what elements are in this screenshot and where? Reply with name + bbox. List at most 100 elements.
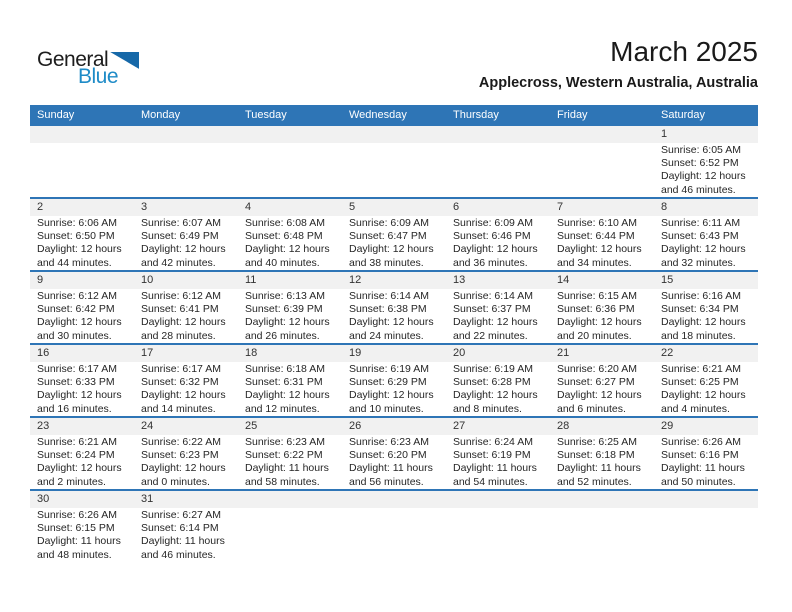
day-cell-10: Sunrise: 6:12 AM Sunset: 6:41 PM Daylight:… xyxy=(134,289,238,343)
day-cell-19: Sunrise: 6:19 AM Sunset: 6:29 PM Daylight:… xyxy=(342,362,446,416)
sunset-text: Sunset: 6:29 PM xyxy=(349,376,427,389)
sunrise-text: Sunrise: 6:22 AM xyxy=(141,436,221,448)
day-number-31: 31 xyxy=(141,493,154,505)
daylight-text-line2: and 2 minutes. xyxy=(37,475,106,488)
daylight-text-line2: and 14 minutes. xyxy=(141,402,216,415)
daylight-text-line1: Daylight: 11 hours xyxy=(661,462,745,475)
sunset-text: Sunset: 6:31 PM xyxy=(245,376,323,389)
day-number-21: 21 xyxy=(557,347,570,359)
sunrise-text: Sunrise: 6:27 AM xyxy=(141,509,221,521)
daylight-text-line2: and 22 minutes. xyxy=(453,329,528,342)
daylight-text-line1: Daylight: 12 hours xyxy=(349,389,434,402)
daylight-text-line1: Daylight: 12 hours xyxy=(661,389,746,402)
sunset-text: Sunset: 6:41 PM xyxy=(141,303,219,316)
day-number-22: 22 xyxy=(661,347,674,359)
day-details-row: Sunrise: 6:17 AM Sunset: 6:33 PM Daylight:… xyxy=(30,362,758,416)
sunset-text: Sunset: 6:50 PM xyxy=(37,230,115,243)
sunset-text: Sunset: 6:14 PM xyxy=(141,522,219,535)
day-number-7: 7 xyxy=(557,201,564,213)
day-number-18: 18 xyxy=(245,347,258,359)
day-number-27: 27 xyxy=(453,420,466,432)
sunrise-text: Sunrise: 6:09 AM xyxy=(453,217,533,229)
daylight-text-line2: and 26 minutes. xyxy=(245,329,320,342)
weekday-header-thursday: Thursday xyxy=(453,109,499,121)
daylight-text-line1: Daylight: 12 hours xyxy=(37,389,122,402)
daylight-text-line2: and 6 minutes. xyxy=(557,402,626,415)
daylight-text-line2: and 46 minutes. xyxy=(141,548,216,561)
day-cell-empty xyxy=(238,508,342,562)
sunrise-text: Sunrise: 6:25 AM xyxy=(557,436,637,448)
day-number-empty xyxy=(446,126,550,143)
day-cell-6: Sunrise: 6:09 AM Sunset: 6:46 PM Daylight:… xyxy=(446,216,550,270)
sunset-text: Sunset: 6:24 PM xyxy=(37,449,115,462)
day-number-12: 12 xyxy=(349,274,362,286)
sunset-text: Sunset: 6:20 PM xyxy=(349,449,427,462)
day-details-row: Sunrise: 6:21 AM Sunset: 6:24 PM Daylight:… xyxy=(30,435,758,489)
day-cell-7: Sunrise: 6:10 AM Sunset: 6:44 PM Daylight:… xyxy=(550,216,654,270)
daylight-text-line2: and 4 minutes. xyxy=(661,402,730,415)
daylight-text-line2: and 36 minutes. xyxy=(453,256,528,269)
day-cell-22: Sunrise: 6:21 AM Sunset: 6:25 PM Daylight:… xyxy=(654,362,758,416)
day-number-15: 15 xyxy=(661,274,674,286)
daylight-text-line1: Daylight: 12 hours xyxy=(557,243,642,256)
week-row-1: 1 Sunrise: 6:05 AM Sunset: 6:52 PM Daylight… xyxy=(30,126,758,199)
sunrise-text: Sunrise: 6:06 AM xyxy=(37,217,117,229)
day-cell-20: Sunrise: 6:19 AM Sunset: 6:28 PM Daylight:… xyxy=(446,362,550,416)
sunset-text: Sunset: 6:19 PM xyxy=(453,449,531,462)
day-number-empty xyxy=(654,491,758,508)
day-number-19: 19 xyxy=(349,347,362,359)
day-number-23: 23 xyxy=(37,420,50,432)
day-number-30: 30 xyxy=(37,493,50,505)
day-number-empty xyxy=(238,126,342,143)
day-cell-26: Sunrise: 6:23 AM Sunset: 6:20 PM Daylight:… xyxy=(342,435,446,489)
sunset-text: Sunset: 6:32 PM xyxy=(141,376,219,389)
day-cell-9: Sunrise: 6:12 AM Sunset: 6:42 PM Daylight:… xyxy=(30,289,134,343)
weekday-header-saturday: Saturday xyxy=(661,109,706,121)
daylight-text-line1: Daylight: 12 hours xyxy=(661,170,746,183)
daylight-text-line1: Daylight: 11 hours xyxy=(245,462,329,475)
day-cell-23: Sunrise: 6:21 AM Sunset: 6:24 PM Daylight:… xyxy=(30,435,134,489)
day-number-band: 23 24 25 26 27 28 29 xyxy=(30,418,758,435)
day-number-empty xyxy=(342,491,446,508)
daylight-text-line1: Daylight: 12 hours xyxy=(453,316,538,329)
day-details-row: Sunrise: 6:26 AM Sunset: 6:15 PM Daylight:… xyxy=(30,508,758,562)
day-number-16: 16 xyxy=(37,347,50,359)
daylight-text-line2: and 44 minutes. xyxy=(37,256,112,269)
daylight-text-line1: Daylight: 12 hours xyxy=(453,243,538,256)
sunset-text: Sunset: 6:23 PM xyxy=(141,449,219,462)
daylight-text-line1: Daylight: 12 hours xyxy=(557,389,642,402)
daylight-text-line2: and 24 minutes. xyxy=(349,329,424,342)
day-cell-29: Sunrise: 6:26 AM Sunset: 6:16 PM Daylight:… xyxy=(654,435,758,489)
daylight-text-line1: Daylight: 12 hours xyxy=(557,316,642,329)
sunrise-text: Sunrise: 6:08 AM xyxy=(245,217,325,229)
sunrise-text: Sunrise: 6:20 AM xyxy=(557,363,637,375)
daylight-text-line1: Daylight: 12 hours xyxy=(37,462,122,475)
daylight-text-line2: and 16 minutes. xyxy=(37,402,112,415)
daylight-text-line1: Daylight: 12 hours xyxy=(141,316,226,329)
sunrise-text: Sunrise: 6:18 AM xyxy=(245,363,325,375)
daylight-text-line2: and 46 minutes. xyxy=(661,183,736,196)
daylight-text-line2: and 42 minutes. xyxy=(141,256,216,269)
day-cell-28: Sunrise: 6:25 AM Sunset: 6:18 PM Daylight:… xyxy=(550,435,654,489)
day-details-row: Sunrise: 6:12 AM Sunset: 6:42 PM Daylight:… xyxy=(30,289,758,343)
daylight-text-line1: Daylight: 12 hours xyxy=(37,243,122,256)
daylight-text-line2: and 48 minutes. xyxy=(37,548,112,561)
sunrise-text: Sunrise: 6:12 AM xyxy=(141,290,221,302)
day-number-13: 13 xyxy=(453,274,466,286)
sunrise-text: Sunrise: 6:14 AM xyxy=(349,290,429,302)
weekday-header-wednesday: Wednesday xyxy=(349,109,407,121)
day-number-20: 20 xyxy=(453,347,466,359)
day-number-band: 2 3 4 5 6 7 8 xyxy=(30,199,758,216)
calendar-table: Sunday Monday Tuesday Wednesday Thursday Frid… xyxy=(30,105,758,562)
day-number-28: 28 xyxy=(557,420,570,432)
weekday-header-sunday: Sunday xyxy=(37,109,75,121)
daylight-text-line2: and 10 minutes. xyxy=(349,402,424,415)
sunrise-text: Sunrise: 6:21 AM xyxy=(661,363,741,375)
sunrise-text: Sunrise: 6:26 AM xyxy=(37,509,117,521)
location-subtitle: Applecross, Western Australia, Australia xyxy=(478,75,758,91)
week-row-5: 23 24 25 26 27 28 29 Sunrise: 6:21 AM Sunset: 6:… xyxy=(30,418,758,491)
sunset-text: Sunset: 6:36 PM xyxy=(557,303,635,316)
daylight-text-line2: and 28 minutes. xyxy=(141,329,216,342)
day-number-9: 9 xyxy=(37,274,44,286)
day-cell-empty xyxy=(30,143,134,197)
